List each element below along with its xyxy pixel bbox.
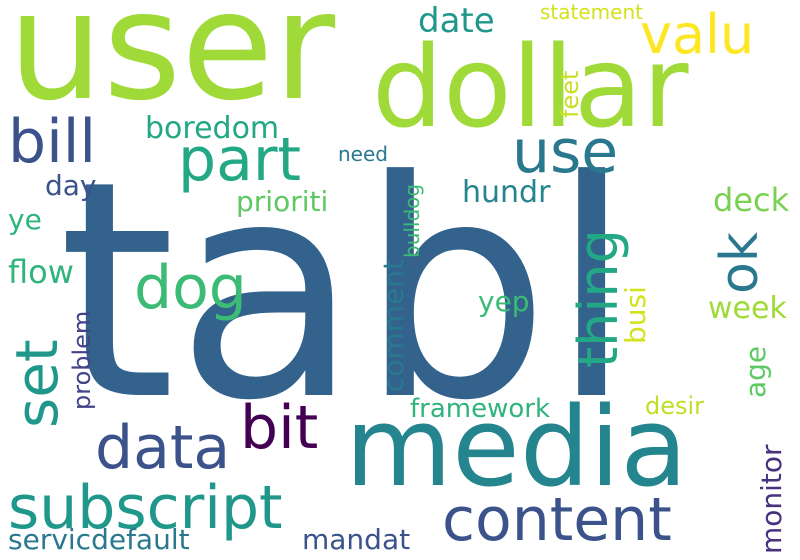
word-week: week: [708, 291, 787, 326]
word-prioriti: prioriti: [236, 185, 329, 218]
word-busi: busi: [619, 286, 652, 344]
word-comment: comment: [377, 258, 410, 392]
word-date: date: [418, 1, 495, 41]
word-desir: desir: [645, 392, 705, 420]
word-flow: flow: [8, 253, 74, 291]
word-part: part: [178, 125, 302, 195]
word-dog: dog: [134, 253, 247, 323]
word-set: set: [3, 339, 71, 428]
word-media: media: [345, 383, 688, 511]
word-bit: bit: [240, 393, 319, 463]
word-yep: yep: [478, 285, 530, 318]
word-valu: valu: [640, 3, 755, 66]
word-ok: ok: [710, 232, 770, 294]
word-problem: problem: [68, 310, 96, 410]
word-boredom: boredom: [145, 111, 280, 146]
word-feet: feet: [556, 70, 584, 118]
word-content: content: [442, 485, 672, 555]
word-statement: statement: [540, 0, 643, 24]
word-user: user: [8, 0, 336, 134]
word-servicdefault: servicdefault: [8, 523, 190, 556]
word-deck: deck: [713, 181, 790, 219]
word-monitor: monitor: [755, 444, 788, 554]
word-mandat: mandat: [302, 523, 411, 556]
word-need: need: [338, 142, 388, 166]
word-ye: ye: [8, 203, 42, 236]
word-age: age: [739, 345, 772, 398]
word-bulldog: bulldog: [400, 183, 424, 258]
word-hundr: hundr: [462, 175, 551, 210]
word-framework: framework: [410, 394, 551, 424]
word-subscript: subscript: [8, 473, 283, 543]
word-thing: thing: [567, 229, 630, 368]
word-day: day: [45, 169, 97, 202]
word-bill: bill: [8, 107, 97, 177]
word-data: data: [95, 413, 231, 483]
word-tabl: tabl: [58, 117, 634, 466]
word-use: use: [512, 117, 619, 187]
word-dollar: dollar: [372, 23, 689, 153]
